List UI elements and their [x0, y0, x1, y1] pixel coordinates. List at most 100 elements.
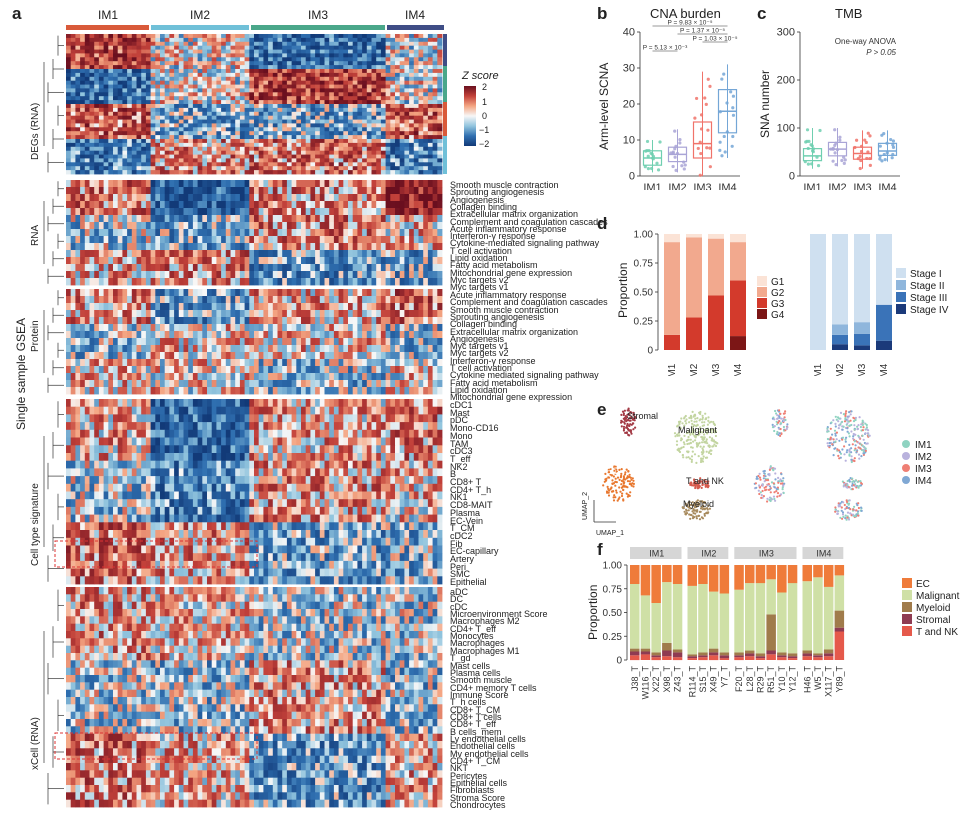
heatmap-cell: [70, 296, 76, 304]
heatmap-cell: [239, 158, 245, 163]
heatmap-cell: [169, 146, 175, 152]
heatmap-cell: [192, 139, 198, 144]
heatmap-cell: [338, 271, 344, 279]
heatmap-cell: [244, 111, 250, 117]
heatmap-cell: [376, 41, 382, 47]
heatmap-cell: [263, 111, 269, 117]
heatmap-cell: [211, 324, 217, 332]
heatmap-cell: [249, 76, 255, 82]
heatmap-cell: [390, 236, 396, 244]
heatmap-cell: [145, 243, 151, 251]
heatmap-cell: [371, 154, 377, 159]
heatmap-cell: [211, 107, 217, 113]
heatmap-cell: [371, 84, 377, 89]
heatmap-cell: [366, 257, 372, 265]
heatmap-cell: [113, 111, 119, 117]
heatmap-cell: [427, 104, 433, 109]
heatmap-cell: [183, 278, 189, 286]
heatmap-cell: [366, 135, 372, 140]
heatmap-cell: [305, 352, 311, 360]
heatmap-cell: [239, 34, 245, 39]
heatmap-cell: [113, 243, 119, 251]
heatmap-cell: [277, 359, 283, 367]
heatmap-cell: [282, 229, 288, 237]
heatmap-cell: [385, 331, 391, 339]
heatmap-cell: [216, 289, 222, 297]
heatmap-cell: [103, 222, 109, 230]
heatmap-cell: [155, 250, 161, 258]
heatmap-cell: [113, 104, 119, 109]
heatmap-cell: [145, 69, 151, 74]
heatmap-cell: [145, 180, 151, 188]
heatmap-cell: [423, 115, 429, 120]
heatmap-cell: [404, 96, 410, 101]
heatmap-cell: [169, 69, 175, 74]
heatmap-cell: [258, 187, 264, 195]
heatmap-cell: [136, 187, 142, 195]
heatmap-cell: [122, 236, 128, 244]
heatmap-cell: [333, 115, 339, 120]
heatmap-cell: [286, 194, 292, 202]
heatmap-cell: [329, 345, 335, 353]
heatmap-cell: [390, 250, 396, 258]
heatmap-cell: [376, 65, 382, 70]
heatmap-cell: [296, 96, 302, 101]
heatmap-cell: [150, 257, 156, 265]
heatmap-cell: [122, 96, 128, 101]
heatmap-cell: [183, 115, 189, 120]
heatmap-cell: [178, 236, 184, 244]
heatmap-cell: [178, 146, 184, 152]
heatmap-cell: [338, 92, 344, 97]
heatmap-cell: [418, 53, 424, 58]
heatmap-cell: [376, 296, 382, 304]
heatmap-cell: [310, 80, 316, 85]
heatmap-cell: [366, 92, 372, 97]
heatmap-cell: [103, 243, 109, 251]
heatmap-cell: [108, 345, 114, 353]
heatmap-cell: [108, 61, 114, 66]
heatmap-cell: [169, 201, 175, 209]
heatmap-cell: [385, 166, 391, 171]
heatmap-cell: [141, 100, 147, 105]
heatmap-cell: [413, 104, 419, 109]
heatmap-cell: [80, 352, 86, 360]
heatmap-cell: [174, 264, 180, 272]
heatmap-cell: [178, 49, 184, 54]
heatmap-cell: [348, 296, 354, 304]
heatmap-cell: [371, 170, 377, 175]
heatmap-cell: [239, 264, 245, 272]
heatmap-cell: [211, 317, 217, 325]
heatmap-cell: [315, 236, 321, 244]
heatmap-cell: [136, 324, 142, 332]
heatmap-cell: [160, 127, 166, 132]
heatmap-cell: [89, 123, 95, 128]
heatmap-cell: [225, 61, 231, 66]
heatmap-cell: [324, 111, 330, 117]
heatmap-cell: [418, 154, 424, 159]
heatmap-cell: [183, 127, 189, 132]
heatmap-cell: [164, 69, 170, 74]
heatmap-cell: [249, 264, 255, 272]
heatmap-cell: [108, 37, 114, 43]
heatmap-cell: [277, 289, 283, 297]
heatmap-cell: [268, 352, 274, 360]
heatmap-cell: [409, 65, 415, 70]
heatmap-cell: [75, 166, 81, 171]
heatmap-cell: [216, 80, 222, 85]
heatmap-cell: [207, 92, 213, 97]
heatmap-cell: [127, 142, 133, 148]
heatmap-cell: [103, 115, 109, 120]
heatmap-cell: [178, 289, 184, 297]
heatmap-cell: [399, 84, 405, 89]
heatmap-cell: [127, 229, 133, 237]
heatmap-cell: [103, 257, 109, 265]
heatmap-cell: [249, 317, 255, 325]
heatmap-cell: [164, 41, 170, 47]
heatmap-cell: [127, 215, 133, 223]
heatmap-cell: [117, 208, 123, 216]
heatmap-cell: [333, 236, 339, 244]
heatmap-cell: [390, 264, 396, 272]
heatmap-cell: [66, 127, 72, 132]
heatmap-cell: [117, 76, 123, 82]
heatmap-cell: [437, 72, 443, 78]
